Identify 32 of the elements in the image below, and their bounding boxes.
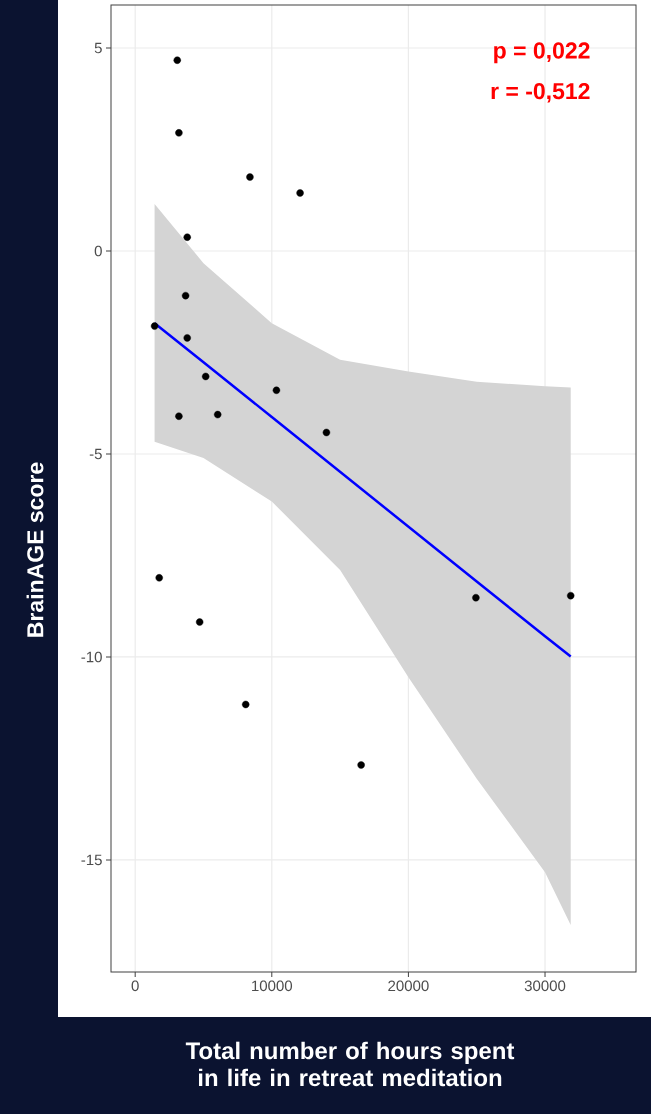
point	[175, 412, 183, 420]
x-tick-label: 20000	[388, 980, 429, 992]
point	[183, 334, 191, 342]
x-tick-label: 30000	[524, 980, 566, 992]
point	[246, 173, 254, 181]
y-tick-label: 5	[94, 42, 102, 54]
point	[567, 591, 575, 600]
point	[195, 618, 204, 626]
x-tick-label: 10000	[252, 980, 293, 992]
point	[150, 322, 159, 330]
point	[201, 372, 210, 381]
point	[272, 386, 281, 394]
point	[155, 574, 163, 582]
point	[472, 594, 480, 602]
annotation: r = -0,512	[491, 82, 590, 103]
y-tick-label: -15	[81, 854, 102, 866]
point	[183, 233, 191, 241]
point	[214, 410, 222, 419]
point	[357, 761, 365, 769]
y-axis-title: BrainAGE score	[26, 462, 44, 637]
y-tick-label: 0	[94, 245, 102, 257]
point	[322, 428, 331, 437]
x-tick-label: 0	[131, 980, 139, 992]
point	[175, 129, 183, 137]
point	[296, 189, 304, 197]
point	[173, 56, 181, 64]
x-axis-title: Total number of hours spent in life in retreat meditation	[185, 1041, 515, 1087]
annotation: p = 0,022	[494, 42, 590, 64]
point	[181, 291, 190, 300]
y-tick-label: -10	[81, 651, 102, 663]
y-tick-label: -5	[89, 448, 102, 460]
point	[242, 700, 250, 709]
